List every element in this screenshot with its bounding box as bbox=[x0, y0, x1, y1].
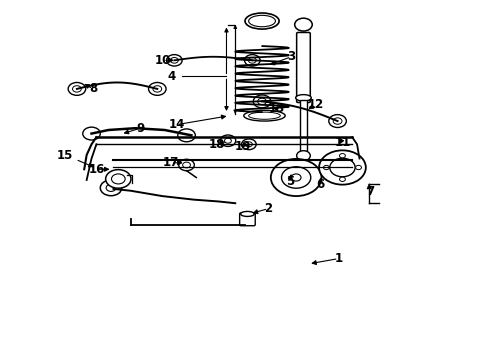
Text: 3: 3 bbox=[287, 50, 295, 63]
Ellipse shape bbox=[248, 112, 280, 119]
Circle shape bbox=[329, 114, 346, 127]
Circle shape bbox=[253, 95, 271, 108]
Circle shape bbox=[319, 150, 366, 185]
Circle shape bbox=[340, 177, 345, 181]
Text: 13: 13 bbox=[269, 102, 285, 115]
Text: 6: 6 bbox=[317, 178, 325, 191]
Text: 18: 18 bbox=[209, 139, 225, 152]
Text: 11: 11 bbox=[334, 136, 350, 149]
Circle shape bbox=[100, 180, 122, 196]
Circle shape bbox=[340, 154, 345, 158]
Text: 16: 16 bbox=[88, 163, 104, 176]
Circle shape bbox=[245, 55, 260, 66]
Circle shape bbox=[171, 58, 178, 63]
Circle shape bbox=[330, 158, 355, 177]
Text: 17: 17 bbox=[163, 156, 179, 169]
Circle shape bbox=[106, 184, 116, 192]
Text: 7: 7 bbox=[367, 185, 375, 198]
Circle shape bbox=[112, 174, 125, 184]
Circle shape bbox=[282, 167, 311, 188]
Circle shape bbox=[83, 127, 100, 140]
Circle shape bbox=[73, 86, 81, 92]
Ellipse shape bbox=[244, 111, 285, 121]
Circle shape bbox=[333, 118, 342, 124]
Circle shape bbox=[224, 138, 231, 143]
FancyBboxPatch shape bbox=[296, 32, 310, 103]
Circle shape bbox=[167, 55, 182, 66]
Circle shape bbox=[258, 98, 267, 105]
Text: 8: 8 bbox=[89, 82, 97, 95]
Ellipse shape bbox=[295, 95, 311, 101]
Circle shape bbox=[178, 129, 196, 142]
Circle shape bbox=[179, 159, 195, 171]
FancyBboxPatch shape bbox=[240, 213, 255, 226]
Text: 14: 14 bbox=[169, 118, 185, 131]
Text: 10: 10 bbox=[155, 54, 172, 67]
Circle shape bbox=[323, 165, 329, 170]
Circle shape bbox=[183, 162, 191, 168]
Circle shape bbox=[294, 18, 312, 31]
Circle shape bbox=[242, 139, 256, 150]
Text: 4: 4 bbox=[168, 70, 176, 83]
Text: 19: 19 bbox=[234, 140, 251, 153]
Circle shape bbox=[296, 151, 310, 161]
Text: 15: 15 bbox=[56, 149, 73, 162]
Circle shape bbox=[68, 82, 86, 95]
Text: 12: 12 bbox=[308, 99, 324, 112]
Text: 9: 9 bbox=[136, 122, 145, 135]
Circle shape bbox=[153, 86, 162, 92]
Circle shape bbox=[356, 165, 362, 170]
Circle shape bbox=[248, 58, 256, 63]
Circle shape bbox=[106, 170, 131, 188]
Circle shape bbox=[291, 174, 301, 181]
Circle shape bbox=[271, 159, 321, 196]
Circle shape bbox=[220, 135, 236, 147]
Ellipse shape bbox=[241, 211, 254, 216]
Circle shape bbox=[148, 82, 166, 95]
Text: 2: 2 bbox=[264, 202, 272, 215]
Text: 1: 1 bbox=[335, 252, 343, 265]
Circle shape bbox=[245, 142, 252, 147]
Bar bbox=[300, 100, 307, 152]
Text: 5: 5 bbox=[286, 175, 294, 188]
